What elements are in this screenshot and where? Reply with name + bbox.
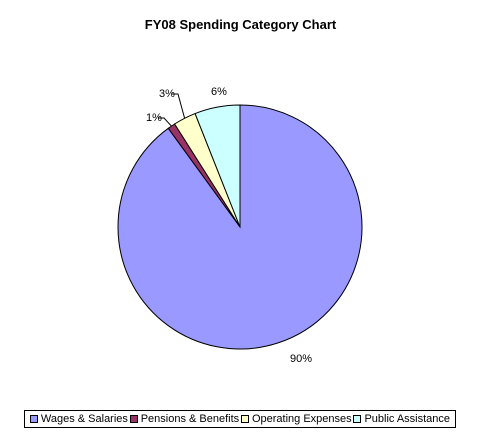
legend-label: Pensions & Benefits: [140, 413, 240, 425]
slice-label: 6%: [211, 86, 227, 98]
legend-swatch: [29, 415, 38, 423]
legend-swatch: [129, 415, 138, 423]
legend-label: Wages & Salaries: [40, 413, 128, 425]
pie-slice-public-assistance: [194, 104, 241, 228]
legend: Wages & Salaries Pensions & Benefits Opera…: [24, 410, 456, 428]
legend-label: Operating Expenses: [251, 413, 352, 425]
slice-label: 90%: [290, 353, 312, 365]
leader-line: [172, 93, 186, 119]
legend-item: Public Assistance: [353, 413, 450, 425]
legend-item: Pensions & Benefits: [129, 413, 240, 425]
chart-title: FY08 Spending Category Chart: [144, 17, 337, 32]
legend-swatch: [240, 415, 249, 423]
leader-line: [158, 117, 172, 127]
legend-label: Public Assistance: [364, 413, 451, 425]
legend-item: Operating Expenses: [240, 413, 352, 425]
legend-item: Wages & Salaries: [29, 413, 128, 425]
slice-label: 3%: [159, 88, 175, 100]
legend-swatch: [353, 415, 362, 423]
slice-label: 1%: [146, 112, 162, 124]
